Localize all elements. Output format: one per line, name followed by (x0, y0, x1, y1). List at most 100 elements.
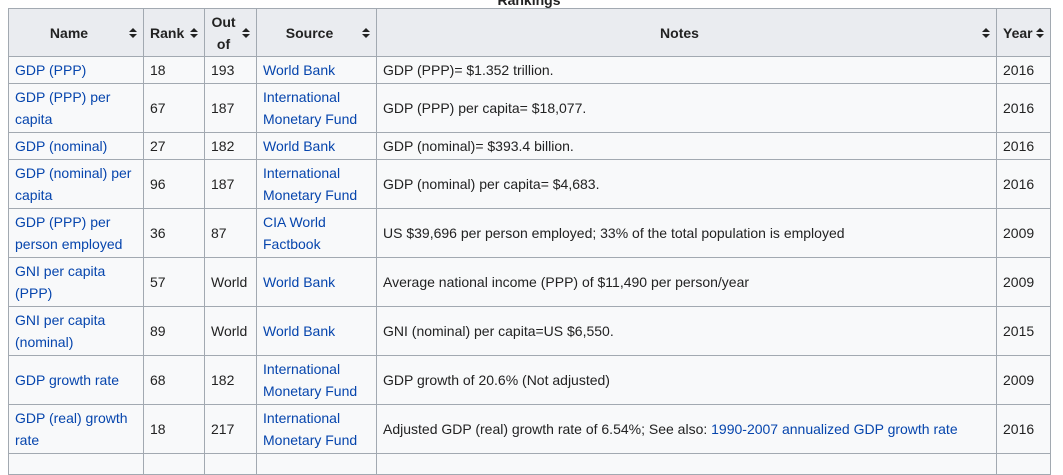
year-cell: 2015 (996, 306, 1051, 356)
rank-cell: 67 (143, 83, 205, 133)
empty-cell (8, 453, 144, 475)
year-cell: 2009 (996, 208, 1051, 258)
name-cell: GDP (PPP) per capita (8, 83, 144, 133)
column-header[interactable]: Out of (204, 8, 257, 57)
sort-icon[interactable] (1036, 27, 1044, 38)
out-of-cell: 182 (204, 355, 257, 405)
notes-text: Adjusted GDP (real) growth rate of 6.54%… (383, 421, 712, 437)
column-header[interactable]: Year (996, 8, 1051, 57)
rank-cell: 27 (143, 132, 205, 160)
name-cell: GDP growth rate (8, 355, 144, 405)
source-link[interactable]: International Monetary Fund (263, 165, 358, 203)
out-of-cell: 187 (204, 159, 257, 209)
table-row: GNI per capita (nominal) 89 World World Ban… (8, 306, 1051, 356)
empty-cell (143, 453, 205, 475)
table-row: GDP (PPP) per person employed 36 87 CIA Wor… (8, 208, 1051, 258)
header-label: Out of (211, 13, 236, 52)
table-row: GDP (nominal) 27 182 World Bank GDP (nominal… (8, 132, 1051, 160)
year-cell: 2009 (996, 257, 1051, 307)
notes-cell: GDP (nominal)= $393.4 billion. (376, 132, 997, 160)
table-row: GDP (real) growth rate 18 217 International… (8, 404, 1051, 454)
year-cell: 2016 (996, 56, 1051, 84)
column-header[interactable]: Notes (376, 8, 997, 57)
notes-cell: GDP growth of 20.6% (Not adjusted) (376, 355, 997, 405)
name-link[interactable]: GDP (PPP) per person employed (15, 214, 123, 252)
notes-text: GDP growth of 20.6% (Not adjusted) (383, 372, 610, 388)
source-cell: CIA World Factbook (256, 208, 377, 258)
name-link[interactable]: GDP (nominal) per capita (15, 165, 132, 203)
source-cell: World Bank (256, 306, 377, 356)
source-cell: International Monetary Fund (256, 159, 377, 209)
source-link[interactable]: International Monetary Fund (263, 89, 358, 127)
table-row: GNI per capita (PPP) 57 World World Bank Ave… (8, 257, 1051, 307)
out-of-cell: World (204, 306, 257, 356)
name-link[interactable]: GDP (real) growth rate (15, 410, 128, 448)
notes-text: GDP (nominal)= $393.4 billion. (383, 138, 574, 154)
sort-icon[interactable] (242, 27, 250, 38)
source-cell: International Monetary Fund (256, 83, 377, 133)
sort-icon[interactable] (982, 27, 990, 38)
out-of-cell: 193 (204, 56, 257, 84)
column-header[interactable]: Source (256, 8, 377, 57)
table-body: GDP (PPP) 18 193 World Bank GDP (PPP)= $1.35… (8, 56, 1051, 475)
name-cell: GDP (real) growth rate (8, 404, 144, 454)
source-link[interactable]: CIA World Factbook (263, 214, 326, 252)
column-header[interactable]: Rank (143, 8, 205, 57)
out-of-cell: 182 (204, 132, 257, 160)
notes-cell: Average national income (PPP) of $11,490… (376, 257, 997, 307)
source-cell: World Bank (256, 132, 377, 160)
source-link[interactable]: International Monetary Fund (263, 410, 358, 448)
name-cell: GNI per capita (nominal) (8, 306, 144, 356)
name-link[interactable]: GDP (PPP) (15, 62, 87, 78)
notes-text: GNI (nominal) per capita=US $6,550. (383, 323, 614, 339)
header-label: Source (285, 24, 334, 41)
notes-text: GDP (nominal) per capita= $4,683. (383, 176, 600, 192)
notes-cell: GDP (PPP) per capita= $18,077. (376, 83, 997, 133)
rank-cell: 36 (143, 208, 205, 258)
header-label: Year (1003, 24, 1033, 41)
notes-text: GDP (PPP) per capita= $18,077. (383, 100, 587, 116)
out-of-cell: 87 (204, 208, 257, 258)
rankings-table: Name Rank Out of Source Notes Year GDP (PPP) 1… (8, 8, 1051, 475)
table-row: GDP (nominal) per capita 96 187 Internation… (8, 159, 1051, 209)
header-label: Rank (150, 24, 185, 41)
name-link[interactable]: GDP (nominal) (15, 138, 108, 154)
empty-cell (996, 453, 1051, 475)
column-header[interactable]: Name (8, 8, 144, 57)
rank-cell: 18 (143, 56, 205, 84)
name-link[interactable]: GDP growth rate (15, 372, 120, 388)
sort-icon[interactable] (190, 27, 198, 38)
sort-icon[interactable] (362, 27, 370, 38)
table-row (8, 453, 1051, 475)
notes-link[interactable]: 1990-2007 annualized GDP growth rate (711, 421, 958, 437)
empty-cell (376, 453, 997, 475)
source-link[interactable]: World Bank (263, 138, 336, 154)
name-cell: GNI per capita (PPP) (8, 257, 144, 307)
name-link[interactable]: GNI per capita (PPP) (15, 263, 106, 301)
empty-cell (204, 453, 257, 475)
year-cell: 2016 (996, 132, 1051, 160)
sort-icon[interactable] (129, 27, 137, 38)
rank-cell: 18 (143, 404, 205, 454)
year-cell: 2016 (996, 404, 1051, 454)
notes-text: US $39,696 per person employed; 33% of t… (383, 225, 845, 241)
table-row: GDP (PPP) per capita 67 187 International M… (8, 83, 1051, 133)
rank-cell: 57 (143, 257, 205, 307)
header-row: Name Rank Out of Source Notes Year (8, 8, 1051, 57)
source-link[interactable]: World Bank (263, 323, 336, 339)
header-label: Notes (660, 24, 699, 41)
name-link[interactable]: GDP (PPP) per capita (15, 89, 111, 127)
name-link[interactable]: GNI per capita (nominal) (15, 312, 106, 350)
source-link[interactable]: International Monetary Fund (263, 361, 358, 399)
source-link[interactable]: World Bank (263, 274, 336, 290)
table-row: GDP growth rate 68 182 International Moneta… (8, 355, 1051, 405)
name-cell: GDP (PPP) (8, 56, 144, 84)
out-of-cell: 217 (204, 404, 257, 454)
name-cell: GDP (nominal) (8, 132, 144, 160)
source-cell: World Bank (256, 56, 377, 84)
year-cell: 2009 (996, 355, 1051, 405)
year-cell: 2016 (996, 83, 1051, 133)
source-link[interactable]: World Bank (263, 62, 336, 78)
header-label: Name (49, 24, 89, 41)
notes-text: GDP (PPP)= $1.352 trillion. (383, 62, 554, 78)
